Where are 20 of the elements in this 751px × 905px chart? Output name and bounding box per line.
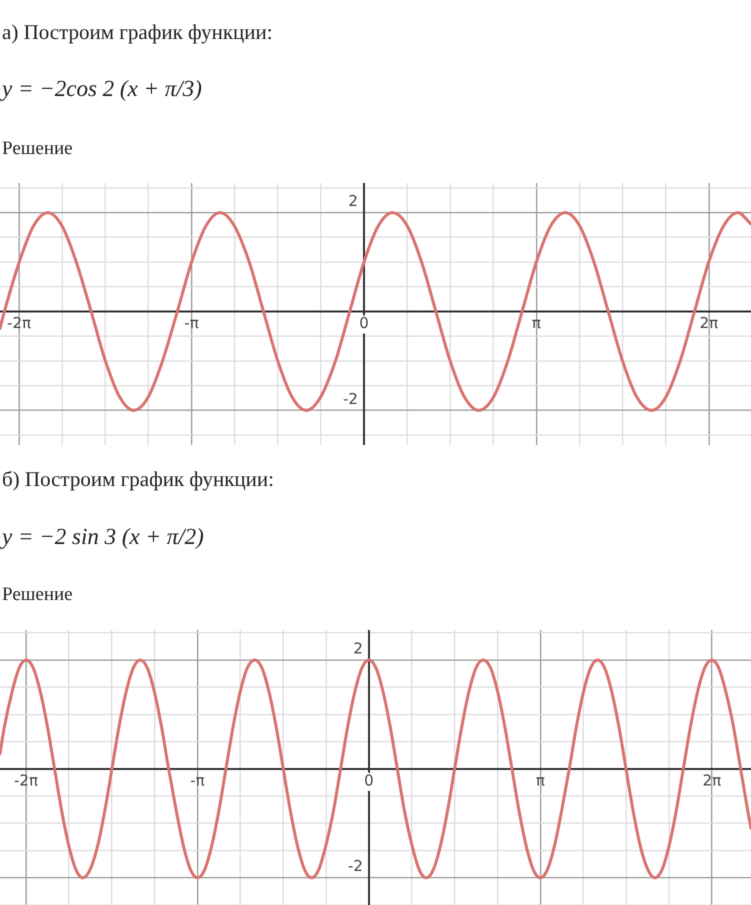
x-tick-label: π bbox=[536, 771, 545, 790]
x-tick-label: -π bbox=[190, 771, 205, 790]
x-tick-label: 0 bbox=[359, 314, 369, 332]
x-tick-label: -2π bbox=[14, 771, 38, 790]
y-tick-label: 2 bbox=[348, 192, 358, 210]
chart-title: а) Построим график функции: bbox=[2, 20, 273, 45]
x-tick-label: 0 bbox=[364, 771, 374, 790]
text: Решение bbox=[2, 584, 73, 606]
y-tick-label: 2 bbox=[353, 639, 363, 658]
x-tick-label: -2π bbox=[7, 314, 32, 332]
x-tick-label: -π bbox=[184, 314, 199, 332]
x-tick-label: 2π bbox=[702, 771, 722, 790]
chart-subtitle: y = −2cos 2 (x + π/3) bbox=[2, 76, 202, 102]
chart-subtitle: y = −2 sin 3 (x + π/2) bbox=[2, 524, 204, 550]
x-tick-label: 2π bbox=[700, 314, 718, 332]
x-tick-label: π bbox=[532, 314, 541, 332]
text: Решение bbox=[2, 138, 73, 160]
y-tick-label: -2 bbox=[343, 390, 358, 408]
chart-title: б) Построим график функции: bbox=[2, 467, 274, 492]
y-tick-label: -2 bbox=[348, 857, 363, 876]
